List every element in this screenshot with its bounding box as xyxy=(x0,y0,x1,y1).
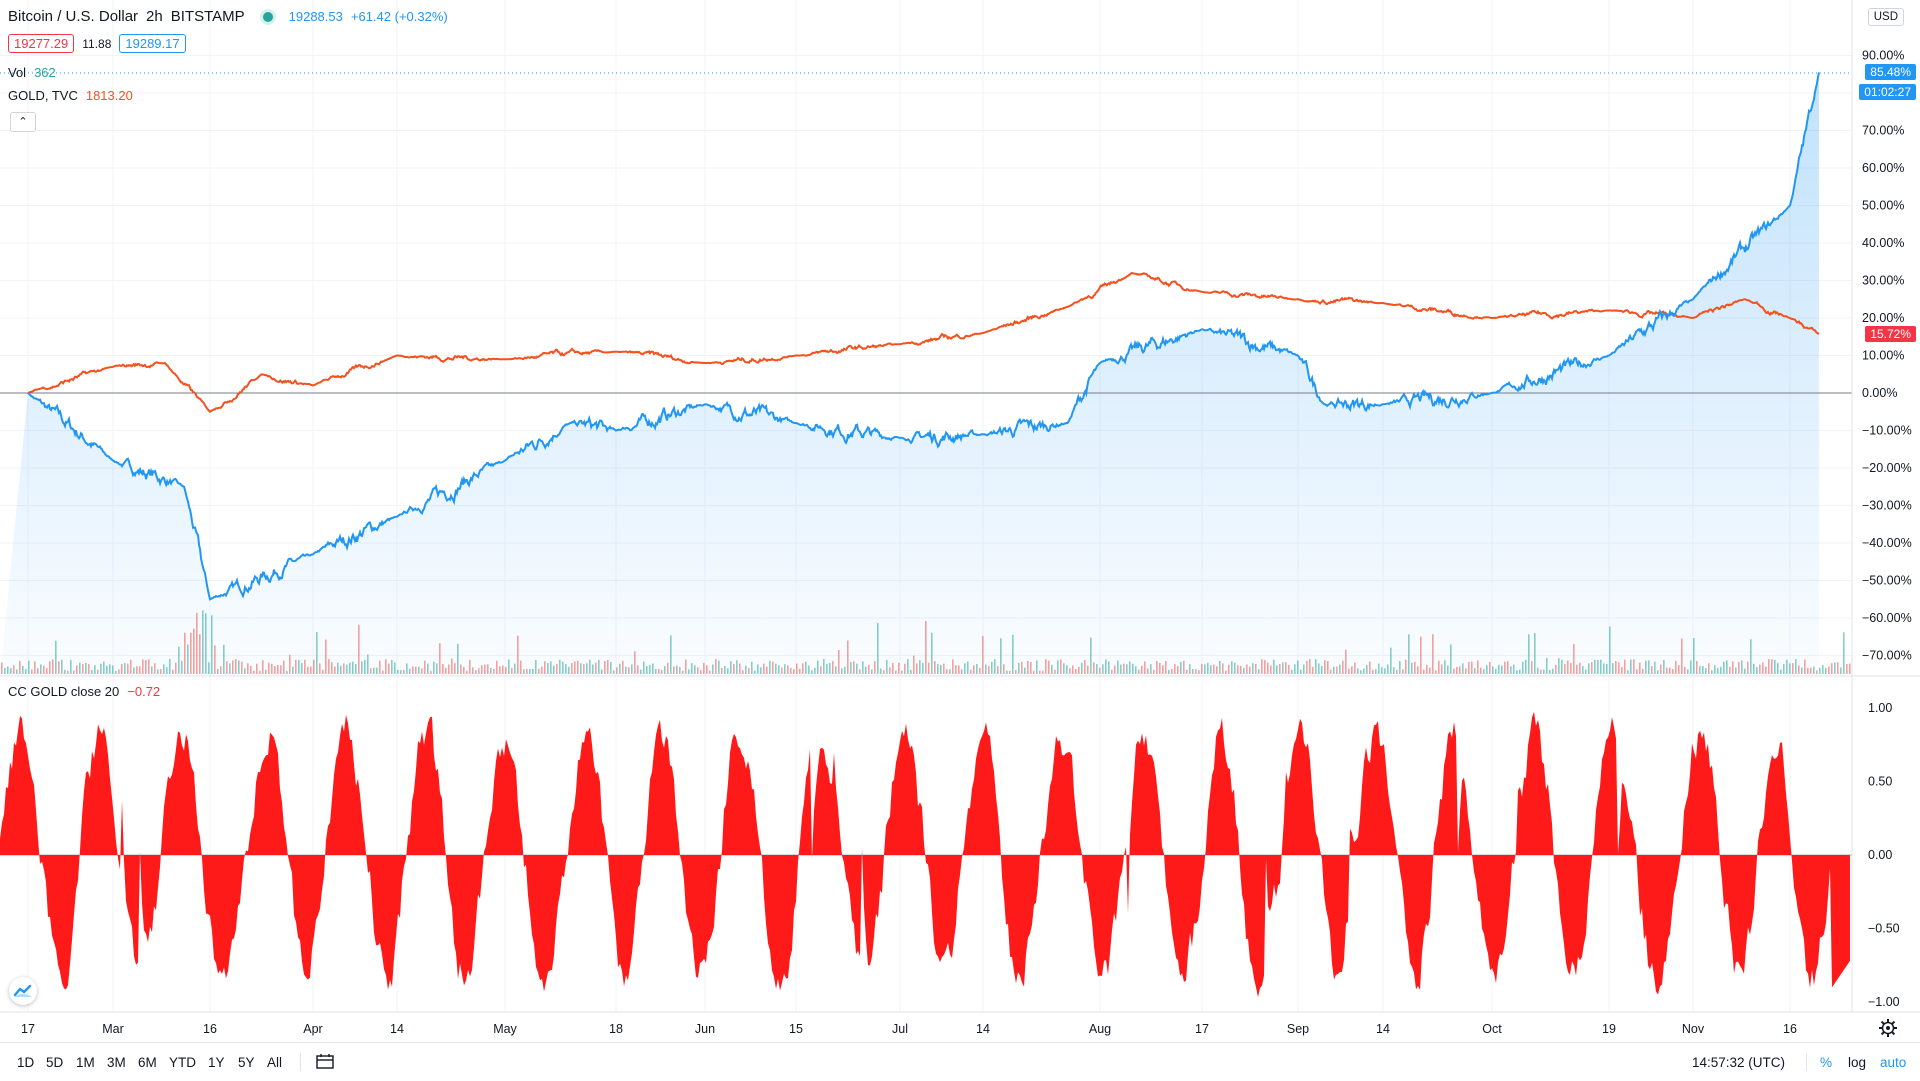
gold-last-tag: 15.72% xyxy=(1865,326,1916,342)
range-ytd[interactable]: YTD xyxy=(169,1055,196,1070)
price-tick-label: −30.00% xyxy=(1862,499,1912,513)
date-tick-label: Apr xyxy=(303,1022,322,1036)
settings-gear-icon[interactable] xyxy=(1879,1019,1897,1037)
btc-area-fill xyxy=(0,72,1819,676)
price-scale: 90.00%80.00%70.00%60.00%50.00%40.00%30.0… xyxy=(1862,49,1912,663)
price-tick-label: 20.00% xyxy=(1862,311,1904,325)
date-tick-label: May xyxy=(493,1022,517,1036)
btc-series-line xyxy=(27,72,1820,601)
date-tick-label: Aug xyxy=(1089,1022,1111,1036)
compare-legend[interactable]: GOLD, TVC 1813.20 xyxy=(8,88,133,103)
market-status-icon xyxy=(262,11,273,22)
volume-legend[interactable]: Vol 362 xyxy=(8,65,56,80)
range-5y[interactable]: 5Y xyxy=(238,1055,255,1070)
price-tick-label: −20.00% xyxy=(1862,461,1912,475)
price-change: +61.42 (+0.32%) xyxy=(350,9,448,24)
symbol-exchange: BITSTAMP xyxy=(170,8,245,25)
range-all[interactable]: All xyxy=(267,1055,283,1070)
volume-bars xyxy=(1,610,1851,674)
osc-tick-label: −0.50 xyxy=(1868,922,1900,936)
time-scale: 17 Mar 16 Apr 14 May 18 Jun 15 Jul 14 Aug 17 Sep 14 Oct… xyxy=(21,1022,1797,1036)
osc-tick-label: −1.00 xyxy=(1868,995,1900,1009)
date-tick-label: 19 xyxy=(1602,1022,1616,1036)
symbol-name[interactable]: Bitcoin / U.S. Dollar xyxy=(8,8,139,25)
currency-button[interactable]: USD xyxy=(1867,8,1904,26)
date-tick-label: Sep xyxy=(1287,1022,1309,1036)
date-tick-label: Oct xyxy=(1482,1022,1502,1036)
volume-label: Vol xyxy=(8,65,27,80)
date-tick-label: Nov xyxy=(1682,1022,1705,1036)
price-tick-label: −10.00% xyxy=(1862,424,1912,438)
date-tick-label: 16 xyxy=(1783,1022,1797,1036)
price-tick-label: 90.00% xyxy=(1862,49,1904,63)
date-tick-label: 14 xyxy=(976,1022,990,1036)
indicator-label: CC GOLD close 20 xyxy=(8,684,120,699)
date-tick-label: Jul xyxy=(892,1022,908,1036)
ask-price[interactable]: 19289.17 xyxy=(119,34,186,53)
date-tick-label: 14 xyxy=(390,1022,404,1036)
tradingview-logo-icon[interactable] xyxy=(9,977,37,1005)
gold-series-line xyxy=(27,271,1820,414)
price-tick-label: 60.00% xyxy=(1862,161,1904,175)
indicator-legend[interactable]: CC GOLD close 20 −0.72 xyxy=(8,684,160,699)
toolbar-divider xyxy=(300,1053,301,1071)
osc-tick-label: 1.00 xyxy=(1868,701,1892,715)
percent-scale-toggle[interactable]: % xyxy=(1820,1055,1833,1070)
price-tick-label: 30.00% xyxy=(1862,274,1904,288)
auto-scale-toggle[interactable]: auto xyxy=(1880,1055,1907,1070)
countdown-tag: 01:02:27 xyxy=(1859,84,1916,100)
compare-label: GOLD, TVC xyxy=(8,88,78,103)
price-tick-label: 10.00% xyxy=(1862,349,1904,363)
osc-scale: 1.00 0.50 0.00 −0.50 −1.00 xyxy=(1868,701,1900,1009)
date-range-calendar-icon[interactable] xyxy=(316,1053,334,1072)
correlation-area xyxy=(0,711,1850,998)
range-5d[interactable]: 5D xyxy=(46,1055,64,1070)
osc-tick-label: 0.00 xyxy=(1868,848,1892,862)
range-6m[interactable]: 6M xyxy=(138,1055,157,1070)
osc-tick-label: 0.50 xyxy=(1868,775,1892,789)
date-tick-label: 18 xyxy=(609,1022,623,1036)
price-tick-label: 50.00% xyxy=(1862,199,1904,213)
date-tick-label: 16 xyxy=(203,1022,217,1036)
price-tick-label: 40.00% xyxy=(1862,236,1904,250)
date-tick-label: 15 xyxy=(789,1022,803,1036)
price-tick-label: 0.00% xyxy=(1862,386,1897,400)
btc-last-tag: 85.48% xyxy=(1865,64,1916,80)
indicator-value: −0.72 xyxy=(127,684,161,699)
bid-price[interactable]: 19277.29 xyxy=(8,34,75,53)
date-tick-label: 17 xyxy=(1195,1022,1209,1036)
date-tick-label: Mar xyxy=(102,1022,124,1036)
range-1d[interactable]: 1D xyxy=(17,1055,35,1070)
symbol-legend[interactable]: Bitcoin / U.S. Dollar 2h BITSTAMP 19288.… xyxy=(8,8,448,25)
range-3m[interactable]: 3M xyxy=(107,1055,126,1070)
date-tick-label: 14 xyxy=(1376,1022,1390,1036)
price-tick-label: −50.00% xyxy=(1862,574,1912,588)
bottom-toolbar: 1D 5D 1M 3M 6M YTD 1Y 5Y All 14:57:32 (U… xyxy=(0,1042,1920,1081)
compare-value: 1813.20 xyxy=(85,88,133,103)
clock-time[interactable]: 14:57:32 (UTC) xyxy=(1692,1055,1786,1070)
date-tick-label: 17 xyxy=(21,1022,35,1036)
range-1y[interactable]: 1Y xyxy=(208,1055,225,1070)
volume-value: 362 xyxy=(34,65,56,80)
spread-value: 11.88 xyxy=(82,36,112,51)
bid-ask-row: 19277.29 11.88 19289.17 xyxy=(8,34,186,53)
toolbar-divider xyxy=(1806,1053,1807,1071)
log-scale-toggle[interactable]: log xyxy=(1848,1055,1867,1070)
price-tick-label: −70.00% xyxy=(1862,649,1912,663)
price-tick-label: −60.00% xyxy=(1862,611,1912,625)
range-1m[interactable]: 1M xyxy=(76,1055,95,1070)
collapse-legend-chevron-up-icon[interactable]: ⌃ xyxy=(10,112,36,132)
price-tick-label: 70.00% xyxy=(1862,124,1904,138)
price-tick-label: −40.00% xyxy=(1862,536,1912,550)
date-tick-label: Jun xyxy=(695,1022,715,1036)
last-price: 19288.53 xyxy=(288,9,343,24)
symbol-interval: 2h xyxy=(146,8,163,25)
